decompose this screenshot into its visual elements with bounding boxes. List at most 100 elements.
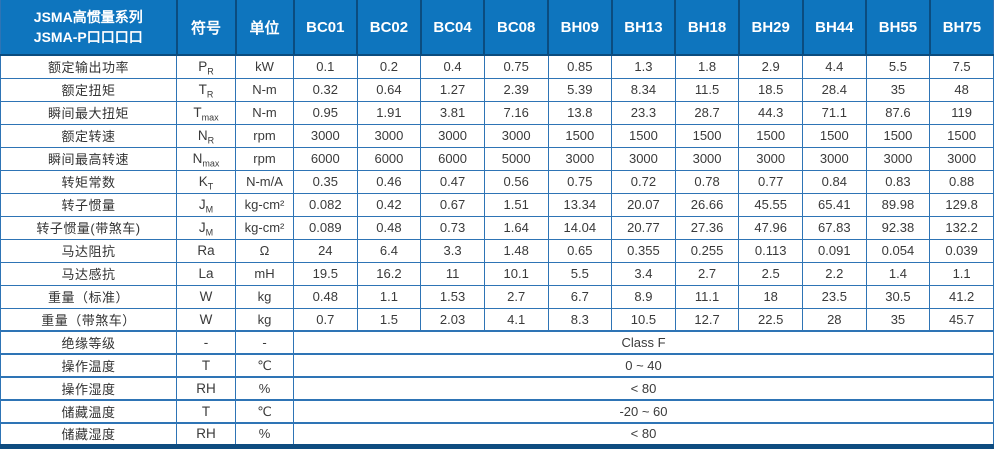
symbol-cell: T (176, 399, 236, 424)
value-cell: 0.35 (293, 169, 358, 194)
unit-cell: kg-cm² (235, 192, 294, 217)
symbol-cell: Ra (176, 238, 236, 263)
value-cell: 0.42 (356, 192, 422, 217)
table-row: 瞬间最大扭矩 Tmax N-m 0.95 1.91 3.81 7.16 13.8 23.3 28.… (0, 100, 994, 125)
row-label: 转矩常数 (0, 169, 177, 194)
value-cell: 129.8 (929, 192, 994, 217)
symbol-cell: PR (176, 54, 236, 79)
value-cell: 67.83 (802, 215, 867, 240)
value-cell: 7.5 (929, 54, 994, 79)
value-cell: 13.34 (547, 192, 613, 217)
value-cell: 7.16 (483, 100, 549, 125)
model-column-header: BH29 (738, 0, 804, 56)
table-row: 转子惯量(带煞车) JM kg-cm² 0.089 0.48 0.73 1.64 14.04 2… (0, 215, 994, 240)
value-cell: 12.7 (674, 307, 740, 332)
value-cell: 0.355 (611, 238, 676, 263)
model-column-header: BH44 (802, 0, 868, 56)
value-cell: 0.73 (420, 215, 485, 240)
series-title-line2: JSMA-P口口口口 (33, 29, 143, 45)
value-cell: 1.51 (483, 192, 549, 217)
spec-table: JSMA高惯量系列 JSMA-P口口口口 符号 单位 BC01 BC02 BC04 B… (0, 0, 994, 449)
value-cell: 10.1 (483, 261, 549, 286)
row-label: 操作湿度 (0, 376, 177, 401)
value-cell: 0.089 (293, 215, 358, 240)
value-cell: 0.84 (802, 169, 867, 194)
symbol-cell: TR (176, 77, 236, 102)
model-column-header: BH55 (866, 0, 931, 56)
row-label: 重量（带煞车） (0, 307, 177, 332)
value-cell: 1500 (929, 123, 994, 148)
value-cell: 119 (929, 100, 994, 125)
value-cell: 1.3 (611, 54, 676, 79)
table-row: 转子惯量 JM kg-cm² 0.082 0.42 0.67 1.51 13.34 20.07 2… (0, 192, 994, 217)
value-cell: 45.55 (738, 192, 803, 217)
value-cell: 8.34 (611, 77, 676, 102)
unit-cell: % (235, 376, 294, 401)
value-cell: 3000 (674, 146, 740, 171)
symbol-cell: RH (176, 422, 236, 447)
value-cell: 6.7 (547, 284, 613, 309)
unit-cell: N-m (235, 77, 294, 102)
value-cell: 3000 (929, 146, 994, 171)
unit-column-header: 单位 (235, 0, 295, 56)
value-cell: 11.1 (674, 284, 740, 309)
unit-cell: kg (235, 307, 294, 332)
model-column-header: BH75 (929, 0, 994, 56)
value-cell: 11 (420, 261, 485, 286)
value-cell: 3.4 (611, 261, 676, 286)
value-cell: 45.7 (929, 307, 994, 332)
value-cell: 1500 (611, 123, 676, 148)
value-cell: 3000 (865, 146, 931, 171)
value-cell: 1.1 (929, 261, 994, 286)
value-cell: 1.27 (420, 77, 485, 102)
table-row: 马达感抗 La mH 19.5 16.2 11 10.1 5.5 3.4 2.7 2.5 2.2 1.4… (0, 261, 994, 286)
value-cell: 0.78 (674, 169, 740, 194)
table-row: 额定转速 NR rpm 3000 3000 3000 3000 1500 1500 1500 150… (0, 123, 994, 148)
value-cell: 23.5 (802, 284, 867, 309)
value-cell: 3000 (802, 146, 867, 171)
table-header: JSMA高惯量系列 JSMA-P口口口口 符号 单位 BC01 BC02 BC04 B… (0, 0, 994, 56)
table-row: 绝缘等级 - - Class F (0, 330, 994, 355)
row-label: 储藏温度 (0, 399, 177, 424)
value-cell: 6000 (420, 146, 485, 171)
value-cell: 5.5 (865, 54, 931, 79)
value-cell: 23.3 (611, 100, 676, 125)
unit-cell: mH (235, 261, 294, 286)
row-label: 转子惯量 (0, 192, 177, 217)
table-row: 额定扭矩 TR N-m 0.32 0.64 1.27 2.39 5.39 8.34 11.5 18.… (0, 77, 994, 102)
value-cell: 132.2 (929, 215, 994, 240)
value-cell: 0.113 (738, 238, 803, 263)
unit-cell: kg (235, 284, 294, 309)
symbol-cell: W (176, 307, 236, 332)
value-cell: 3000 (483, 123, 549, 148)
value-cell: 4.4 (802, 54, 867, 79)
value-cell: 1500 (674, 123, 740, 148)
row-label: 马达感抗 (0, 261, 177, 286)
unit-cell: rpm (235, 146, 294, 171)
symbol-cell: - (176, 330, 236, 355)
value-cell: 0.091 (802, 238, 867, 263)
value-cell: 3000 (356, 123, 422, 148)
value-cell: 2.7 (483, 284, 549, 309)
table-row: 操作湿度 RH% < 80 (0, 376, 994, 401)
value-cell: 92.38 (865, 215, 931, 240)
value-cell: 6.4 (356, 238, 422, 263)
unit-cell: - (235, 330, 294, 355)
value-cell: 8.3 (547, 307, 613, 332)
symbol-cell: Tmax (176, 100, 236, 125)
value-cell: 8.9 (611, 284, 676, 309)
value-cell: 2.5 (738, 261, 803, 286)
header-row: JSMA高惯量系列 JSMA-P口口口口 符号 单位 BC01 BC02 BC04 B… (0, 0, 994, 56)
value-cell: 13.8 (547, 100, 613, 125)
table-row: 瞬间最高转速 Nmax rpm 6000 6000 6000 5000 3000 3000 300… (0, 146, 994, 171)
row-label: 瞬间最高转速 (0, 146, 177, 171)
value-cell: 2.7 (674, 261, 740, 286)
value-cell: 20.07 (611, 192, 676, 217)
value-cell: 3000 (738, 146, 803, 171)
symbol-cell: T (176, 353, 236, 378)
value-cell: 35 (865, 77, 931, 102)
merged-value-cell: 0 ~ 40 (293, 353, 994, 378)
model-column-header: BH09 (548, 0, 613, 56)
row-label: 额定扭矩 (0, 77, 177, 102)
